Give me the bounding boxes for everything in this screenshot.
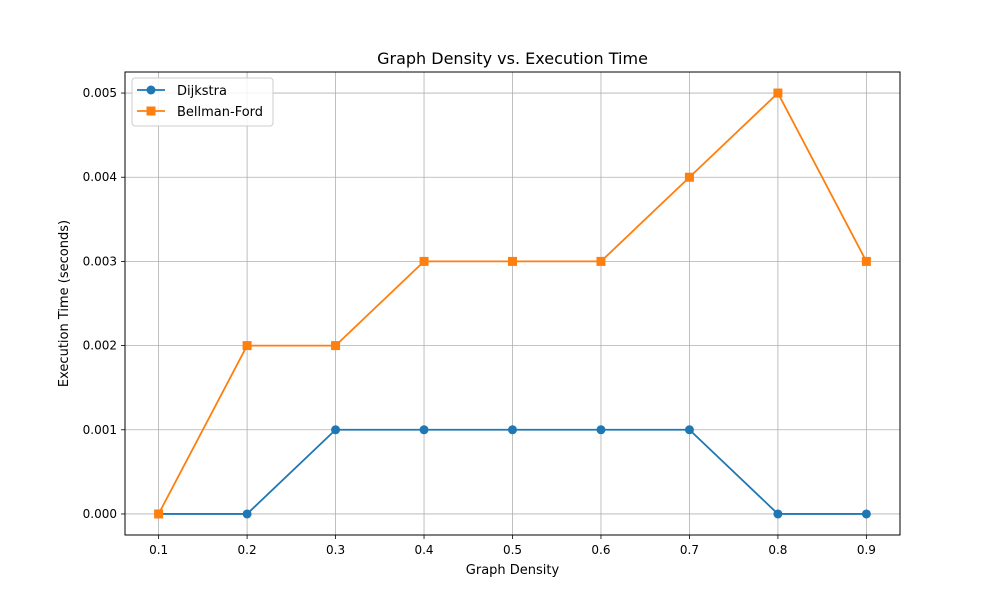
y-tick-label: 0.002 [83, 339, 117, 353]
data-point-bellman-ford [596, 256, 606, 266]
legend: Dijkstra Bellman-Ford [131, 77, 274, 127]
data-point-dijkstra [331, 425, 341, 435]
data-point-dijkstra [773, 509, 783, 519]
data-point-dijkstra [242, 509, 252, 519]
x-tick-label: 0.4 [414, 543, 433, 557]
data-point-dijkstra [861, 509, 871, 519]
data-point-dijkstra [508, 425, 517, 435]
data-point-bellman-ford [242, 341, 252, 351]
y-tick-label: 0.003 [83, 254, 117, 268]
data-point-dijkstra [596, 425, 606, 435]
series-dijkstra [154, 425, 871, 519]
y-axis-label: Execution Time (seconds) [57, 220, 72, 387]
x-axis-label: Graph Density [466, 563, 560, 578]
legend-label-bellman-ford: Bellman-Ford [177, 105, 263, 120]
legend-label-dijkstra: Dijkstra [177, 84, 227, 99]
data-point-bellman-ford [508, 256, 517, 266]
chart-title: Graph Density vs. Execution Time [377, 49, 648, 68]
x-tick-label: 0.1 [149, 543, 168, 557]
x-tick-label: 0.2 [238, 543, 257, 557]
legend-box [131, 77, 274, 127]
data-point-bellman-ford [154, 509, 164, 519]
y-tick-label: 0.005 [83, 86, 117, 100]
series-bellman-ford [154, 88, 871, 519]
data-point-bellman-ford [419, 256, 429, 266]
x-tick-label: 0.5 [503, 543, 522, 557]
data-point-bellman-ford [331, 341, 341, 351]
data-point-bellman-ford [684, 172, 694, 182]
y-tick-label: 0.001 [83, 423, 117, 437]
x-tick-label: 0.3 [326, 543, 345, 557]
data-point-dijkstra [419, 425, 429, 435]
legend-marker-bellman-ford [146, 106, 156, 116]
legend-marker-dijkstra [146, 85, 156, 95]
x-tick-label: 0.6 [591, 543, 610, 557]
x-tick-label: 0.7 [680, 543, 699, 557]
y-tick-label: 0.000 [83, 507, 117, 521]
data-point-bellman-ford [861, 256, 871, 266]
data-point-bellman-ford [773, 88, 783, 98]
series-group [154, 88, 871, 519]
x-tick-label: 0.8 [768, 543, 787, 557]
x-tick-label: 0.9 [857, 543, 876, 557]
ticks: 0.1 0.2 0.3 0.4 0.5 0.6 0.7 0.8 0.9 0.000 0.001 0.0… [83, 86, 876, 557]
data-point-dijkstra [684, 425, 694, 435]
y-tick-label: 0.004 [83, 170, 117, 184]
